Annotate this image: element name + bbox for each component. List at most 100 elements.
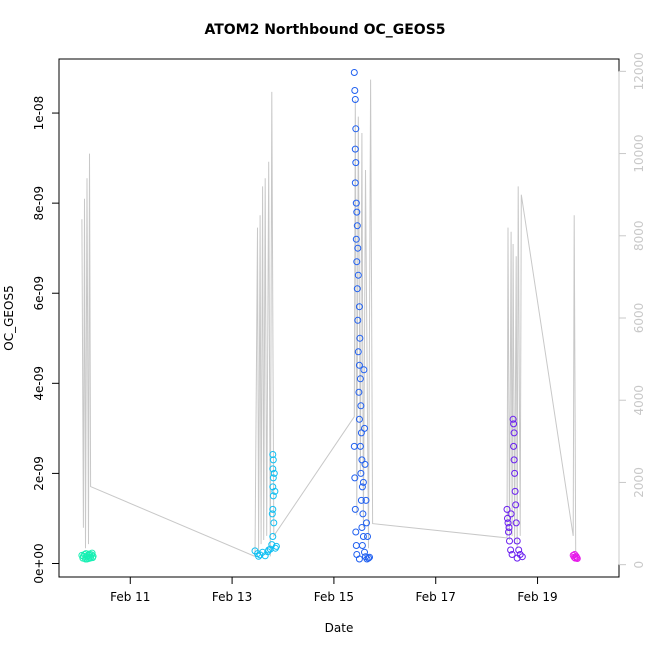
data-point [353, 258, 361, 266]
series-flight4 [503, 415, 526, 562]
data-point [513, 554, 521, 562]
data-point [269, 451, 277, 458]
data-point [352, 125, 360, 133]
data-point [366, 553, 373, 561]
x-tick-label: Feb 13 [212, 590, 252, 604]
data-point [511, 487, 519, 495]
data-point [507, 510, 515, 518]
data-point [357, 402, 365, 410]
data-point [269, 505, 277, 513]
data-point [504, 514, 511, 522]
data-point [358, 483, 366, 491]
data-point [510, 456, 518, 464]
data-point [365, 554, 372, 562]
y-tick-label: 0e+00 [32, 543, 46, 583]
data-point [351, 87, 359, 94]
data-point [353, 551, 361, 558]
plot-frame [58, 58, 620, 578]
data-point [83, 555, 91, 563]
data-point [352, 528, 360, 536]
x-tick-label: Feb 19 [517, 590, 557, 604]
x-axis: Feb 11 Feb 13 Feb 15 Feb 17 Feb 19 [110, 576, 558, 604]
data-point [352, 159, 360, 167]
data-point [512, 501, 520, 509]
data-point [354, 271, 362, 279]
data-point [360, 366, 368, 374]
altitude-layer [81, 79, 577, 558]
data-point [271, 487, 279, 495]
y2-tick-label: 0 [632, 561, 646, 569]
data-point [507, 546, 515, 554]
y-tick-label: 8e-09 [32, 186, 46, 221]
data-point [359, 478, 367, 486]
data-point [355, 303, 363, 311]
data-point [355, 415, 363, 423]
altitude-line [81, 79, 577, 558]
x-tick-label: Feb 11 [110, 590, 150, 604]
data-point [352, 542, 360, 549]
data-point [269, 533, 277, 540]
y-axis: 0e+00 2e-09 4e-09 6e-09 8e-09 1e-08 [32, 96, 60, 584]
data-point [270, 469, 278, 477]
data-point [512, 519, 520, 527]
data-point [361, 424, 368, 432]
data-point [353, 208, 361, 216]
data-point [505, 524, 513, 531]
data-point [350, 442, 358, 450]
y2-tick-label: 6000 [632, 303, 646, 334]
x-tick-label: Feb 17 [416, 590, 456, 604]
data-point [255, 552, 263, 560]
data-point [505, 528, 512, 536]
data-point [270, 519, 278, 527]
data-point [357, 469, 365, 477]
y-axis-label: OC_GEOS5 [2, 285, 16, 350]
data-point [363, 519, 370, 527]
data-point [268, 510, 276, 518]
data-point [361, 548, 368, 556]
data-point [508, 551, 516, 558]
data-point [89, 552, 97, 560]
data-point [269, 492, 277, 500]
data-point [361, 460, 369, 468]
y2-tick-label: 2000 [632, 467, 646, 498]
points-layer [78, 69, 581, 563]
y-tick-label: 2e-09 [32, 456, 46, 491]
data-point [351, 505, 359, 513]
data-point [351, 145, 359, 153]
data-point [359, 533, 367, 540]
data-point [272, 542, 280, 550]
data-point [351, 96, 359, 103]
y2-axis: 0 2000 4000 6000 8000 10000 12000 [618, 52, 646, 569]
chart-title: ATOM2 Northbound OC_GEOS5 [204, 22, 445, 38]
x-tick-label: Feb 15 [314, 590, 354, 604]
data-point [510, 442, 518, 450]
data-point [351, 179, 359, 187]
x-axis-label: Date [325, 621, 354, 635]
series-flight2 [251, 451, 280, 560]
data-point [268, 541, 276, 549]
data-point [355, 555, 363, 563]
data-point [355, 388, 363, 396]
y2-tick-label: 8000 [632, 221, 646, 252]
data-point [265, 546, 273, 554]
y-tick-label: 6e-09 [32, 276, 46, 311]
data-point [359, 510, 367, 518]
data-point [364, 533, 371, 540]
data-point [503, 505, 511, 513]
y2-tick-label: 4000 [632, 385, 646, 416]
data-point [518, 553, 526, 561]
data-point [355, 361, 363, 369]
data-point [509, 415, 517, 423]
data-point [506, 537, 513, 545]
data-point [362, 496, 370, 504]
data-point [354, 244, 362, 252]
data-point [515, 546, 523, 554]
data-point [269, 465, 277, 473]
series-flight1 [78, 549, 97, 563]
y-tick-label: 1e-08 [32, 96, 46, 131]
data-point [352, 235, 360, 243]
data-point [356, 375, 364, 383]
data-point [513, 537, 521, 545]
data-point [353, 222, 361, 230]
